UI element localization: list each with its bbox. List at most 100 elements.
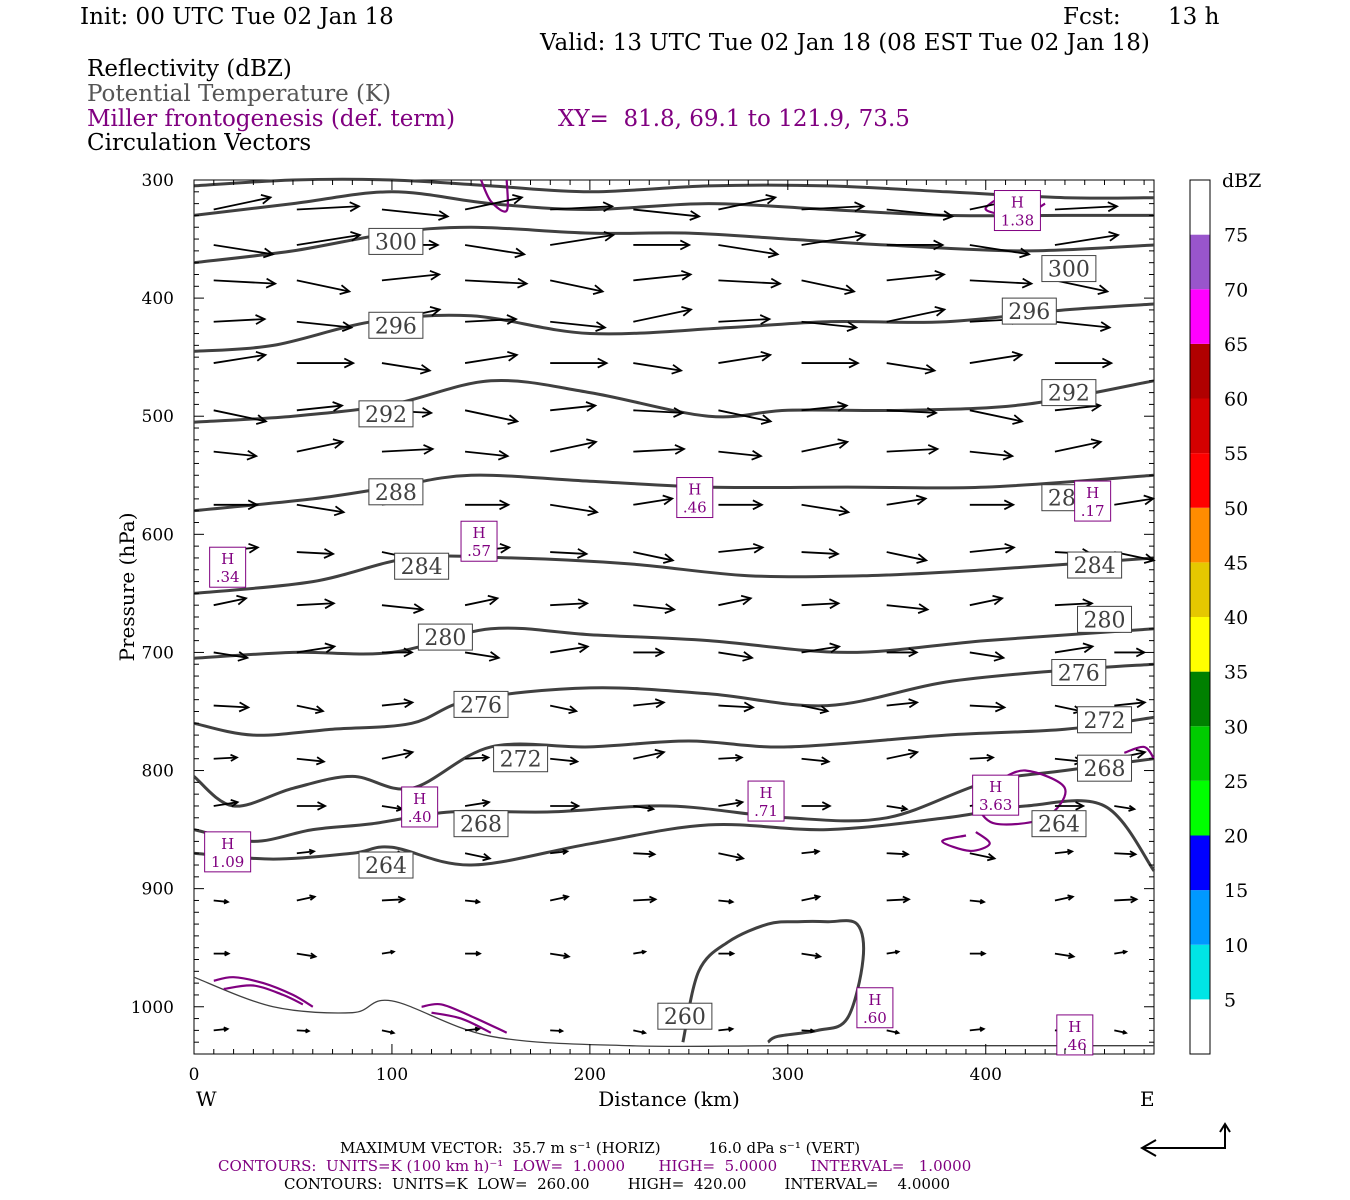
circulation-vector — [886, 269, 946, 282]
circulation-vector — [633, 748, 666, 760]
circulation-vector — [969, 701, 1007, 713]
circulation-vector — [718, 1026, 735, 1032]
circulation-vector — [213, 799, 240, 808]
colorbar-swatch — [1190, 617, 1210, 672]
circulation-vector — [381, 444, 435, 455]
field-theta: Potential Temperature (K) — [87, 81, 392, 107]
colorbar-label: 70 — [1224, 279, 1248, 301]
circulation-vector — [296, 704, 325, 715]
circulation-vector — [1054, 320, 1112, 332]
circulation-vector — [296, 1028, 311, 1034]
svg-text:288: 288 — [375, 481, 417, 506]
svg-text:280: 280 — [424, 626, 466, 651]
theta-contour-284 — [193, 554, 1155, 595]
x-tick-label: 0 — [189, 1065, 200, 1085]
svg-text:276: 276 — [460, 693, 502, 718]
colorbar-label: 55 — [1224, 443, 1248, 465]
theta-contour-272 — [193, 715, 1155, 808]
circulation-vector — [1114, 698, 1147, 709]
circulation-vector — [464, 898, 482, 905]
circulation-vector — [718, 244, 780, 259]
theta-contour-label: 296 — [1001, 297, 1057, 325]
circulation-vector — [381, 647, 414, 658]
circulation-vector — [633, 208, 702, 221]
circulation-vector — [213, 409, 268, 425]
circulation-vector — [718, 499, 764, 511]
frontogenesis-contour — [975, 769, 1067, 826]
svg-text:H: H — [221, 550, 234, 568]
circulation-vector — [633, 603, 677, 614]
svg-text:260: 260 — [664, 1005, 706, 1030]
colorbar-label: 45 — [1224, 552, 1248, 574]
circulation-vector — [969, 350, 1024, 364]
circulation-vector — [464, 350, 519, 364]
circulation-vector — [801, 704, 830, 715]
colorbar-label: 15 — [1224, 880, 1248, 902]
colorbar-label: 25 — [1224, 771, 1248, 793]
circulation-vector — [801, 952, 823, 960]
circulation-vector — [633, 269, 693, 282]
circulation-vector — [886, 551, 929, 564]
frontogenesis-max-label: H3.63 — [972, 774, 1020, 816]
colorbar-swatch — [1190, 671, 1210, 727]
circulation-vector — [886, 362, 937, 375]
circulation-vector — [550, 231, 616, 246]
circulation-vector — [296, 320, 354, 332]
y-tick-label: 600 — [142, 525, 174, 545]
circulation-vector — [801, 357, 860, 369]
svg-text:.46: .46 — [683, 499, 707, 517]
svg-text:1.09: 1.09 — [211, 853, 244, 871]
circulation-vector — [969, 409, 1024, 425]
circulation-vector — [801, 279, 856, 295]
circulation-vector — [886, 407, 938, 418]
y-tick-label: 800 — [142, 762, 174, 782]
svg-text:284: 284 — [1074, 554, 1116, 579]
circulation-vector — [633, 551, 675, 564]
circulation-vector — [465, 499, 511, 511]
circulation-vector — [886, 698, 920, 709]
y-tick-label: 700 — [142, 643, 174, 663]
circulation-vector — [801, 598, 841, 610]
svg-text:276: 276 — [1058, 662, 1100, 687]
svg-text:H: H — [472, 524, 485, 542]
circulation-vector — [550, 548, 589, 559]
circulation-vector — [969, 594, 1005, 607]
colorbar-swatch — [1190, 507, 1210, 563]
west-label: W — [196, 1087, 217, 1111]
colorbar-label: 65 — [1224, 334, 1248, 356]
circulation-vector — [801, 438, 850, 453]
circulation-vector — [801, 231, 867, 246]
circulation-vector — [886, 748, 920, 760]
circulation-vector — [633, 1029, 648, 1035]
circulation-vector — [718, 898, 735, 905]
circulation-vector — [381, 208, 450, 221]
circulation-vector — [464, 651, 501, 662]
circulation-vector — [969, 1026, 986, 1032]
circulation-vector — [213, 753, 239, 762]
circulation-vector — [886, 949, 901, 955]
circulation-vector — [1054, 357, 1114, 369]
circulation-vector — [213, 701, 251, 713]
circulation-vector — [1114, 949, 1129, 955]
svg-text:296: 296 — [375, 314, 417, 339]
frontogenesis-contour — [421, 1002, 508, 1034]
circulation-vector — [886, 850, 910, 858]
circulation-vector — [801, 642, 842, 654]
circulation-vector — [550, 598, 590, 610]
svg-text:268: 268 — [460, 813, 502, 838]
circulation-vector — [296, 756, 326, 766]
svg-text:H: H — [1068, 1018, 1081, 1036]
circulation-vector — [1054, 952, 1076, 960]
circulation-vector — [718, 950, 736, 957]
field-vectors: Circulation Vectors — [87, 130, 312, 156]
circulation-vector — [381, 949, 396, 955]
theta-contour-292 — [193, 378, 1155, 424]
x-tick-label: 200 — [574, 1065, 606, 1085]
init-time: Init: 00 UTC Tue 02 Jan 18 — [80, 4, 394, 30]
circulation-vector — [801, 548, 840, 559]
svg-text:H: H — [989, 778, 1002, 796]
svg-text:.57: .57 — [467, 542, 491, 560]
circulation-vector — [213, 1026, 230, 1032]
theta-contour-label: 268 — [1077, 754, 1133, 782]
east-label: E — [1140, 1087, 1155, 1111]
